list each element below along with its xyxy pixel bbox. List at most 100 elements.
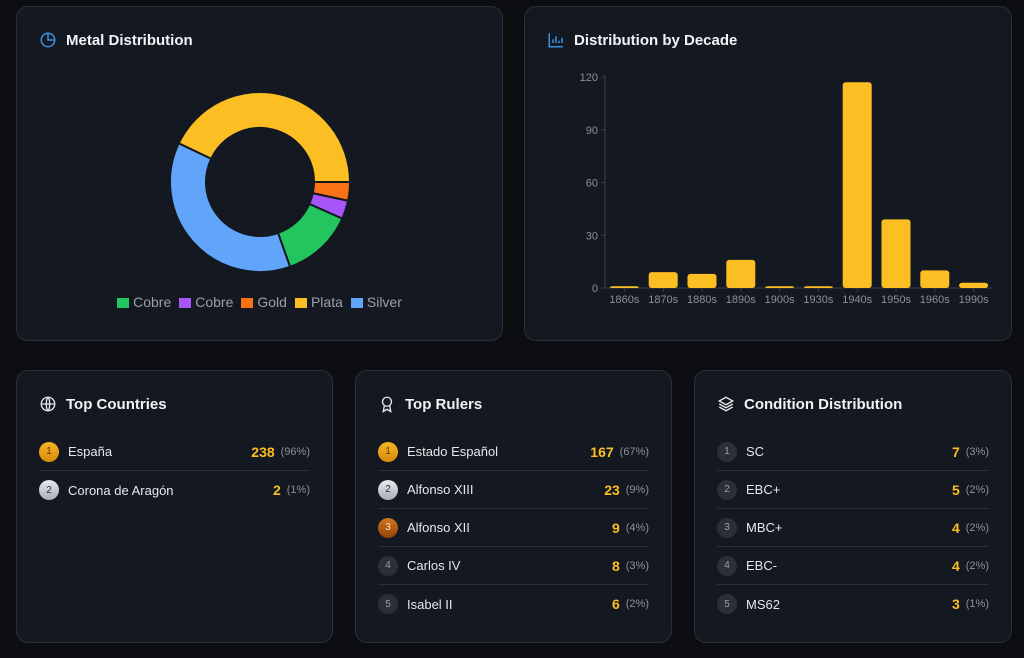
y-tick-label: 30 (586, 230, 598, 242)
bar-1960s[interactable] (920, 270, 950, 288)
item-name: SC (746, 444, 765, 459)
item-percent: (9%) (625, 483, 649, 496)
rank-badge: 1 (378, 441, 398, 462)
item-percent: (67%) (619, 445, 649, 458)
legend-swatch (294, 298, 307, 308)
item-name: Alfonso XIII (407, 482, 474, 497)
bar-1880s[interactable] (687, 273, 717, 288)
y-tick-label: 0 (592, 283, 598, 295)
item-name: EBC- (746, 558, 778, 573)
item-percent: (1%) (286, 484, 310, 496)
item-percent: (2%) (965, 559, 989, 572)
decade-distribution-card: Distribution by Decade 0 30 60 90 120 1860s 18… (524, 6, 1012, 341)
rank-badge: 1 (717, 441, 737, 462)
rank-badge: 2 (717, 479, 737, 500)
x-tick-label: 1950s (881, 294, 911, 306)
legend-swatch (241, 298, 254, 308)
item-percent: (2%) (965, 521, 989, 534)
x-tick-label: 1880s (687, 294, 717, 306)
rank-badge: 5 (717, 594, 737, 614)
card-title: Metal Distribution (66, 31, 193, 49)
y-tick-label: 90 (586, 125, 598, 137)
legend-label: Silver (366, 294, 402, 310)
card-title: Top Rulers (405, 395, 483, 413)
x-tick-label: 1860s (609, 294, 639, 306)
legend-label: Gold (257, 294, 287, 310)
legend-swatch (350, 298, 363, 308)
list-item: 5 Isabel II 6 (2%) (378, 585, 649, 623)
globe-icon (40, 396, 56, 412)
rank-badge: 2 (378, 479, 398, 500)
list-item: 2 Corona de Aragón 2 (1%) (39, 471, 310, 509)
metal-distribution-card: Metal Distribution Cobre Cobre Gold Plata Si… (16, 6, 503, 341)
item-name: MS62 (746, 596, 780, 612)
list-item: 1 España 238 (96%) (39, 433, 310, 471)
list-item: 3 Alfonso XII 9 (4%) (378, 509, 649, 547)
legend-swatch (117, 298, 130, 308)
item-name: MBC+ (746, 520, 783, 535)
item-name: Corona de Aragón (68, 482, 174, 498)
rank-badge: 1 (39, 441, 59, 462)
item-count: 9 (611, 519, 620, 536)
bar-1990s[interactable] (959, 282, 989, 288)
x-tick-label: 1900s (765, 294, 795, 306)
rank-badge: 5 (378, 594, 398, 614)
layers-icon (717, 396, 735, 412)
item-count: 2 (272, 482, 281, 498)
legend-item[interactable]: Gold (241, 294, 287, 310)
item-count: 8 (611, 557, 620, 574)
list-item: 2 EBC+ 5 (2%) (717, 471, 989, 509)
bar-1940s[interactable] (842, 82, 872, 289)
item-name: España (68, 444, 113, 459)
item-count: 6 (611, 596, 620, 612)
item-percent: (96%) (280, 445, 310, 458)
bar-1950s[interactable] (881, 219, 911, 288)
item-count: 4 (951, 519, 960, 536)
item-count: 23 (604, 481, 620, 498)
item-percent: (2%) (965, 483, 989, 496)
condition-distribution-card: Condition Distribution 1 SC 7 (3%) 2 EBC+ 5 (2%… (694, 370, 1012, 643)
item-percent: (4%) (625, 521, 649, 534)
legend-item[interactable]: Plata (294, 294, 343, 310)
legend-item[interactable]: Cobre (179, 294, 233, 310)
donut-slice-silver[interactable] (169, 141, 292, 273)
pie-chart-icon (40, 32, 56, 48)
bar-chart: 0 30 60 90 120 1860s 1870s 1880s 1890s 1900s 1930s… (580, 72, 993, 306)
x-tick-label: 1990s (959, 294, 989, 306)
item-count: 167 (590, 443, 614, 460)
item-percent: (3%) (625, 559, 649, 572)
item-name: Isabel II (407, 596, 453, 612)
legend-item[interactable]: Silver (350, 294, 402, 310)
list-item: 1 Estado Español 167 (67%) (378, 433, 649, 471)
card-title: Distribution by Decade (574, 31, 738, 49)
top-countries-card: Top Countries 1 España 238 (96%) 2 Corona de … (16, 370, 333, 643)
y-tick-label: 120 (580, 72, 598, 84)
item-percent: (1%) (965, 598, 989, 610)
chart-legend: Cobre Cobre Gold Plata Silver (17, 294, 502, 310)
list-item: 5 MS62 3 (1%) (717, 585, 989, 623)
item-name: Estado Español (407, 444, 499, 459)
item-count: 3 (951, 596, 960, 612)
legend-item[interactable]: Cobre (117, 294, 171, 310)
bar-1860s[interactable] (609, 286, 639, 288)
item-count: 7 (951, 443, 960, 460)
rank-badge: 2 (39, 480, 59, 500)
award-icon (381, 396, 393, 413)
rank-badge: 4 (378, 555, 398, 576)
rank-badge: 3 (717, 517, 737, 538)
bar-chart-icon (548, 33, 563, 48)
bar-1890s[interactable] (726, 259, 756, 288)
y-tick-label: 60 (586, 178, 598, 190)
list-item: 3 MBC+ 4 (2%) (717, 509, 989, 547)
list-item: 4 EBC- 4 (2%) (717, 547, 989, 585)
legend-label: Cobre (133, 294, 172, 310)
bar-1930s[interactable] (803, 286, 833, 288)
list-item: 2 Alfonso XIII 23 (9%) (378, 471, 649, 509)
bar-1900s[interactable] (765, 286, 795, 288)
legend-swatch (179, 298, 192, 308)
legend-label: Cobre (195, 294, 234, 310)
x-tick-label: 1940s (842, 294, 872, 306)
bar-1870s[interactable] (648, 272, 678, 288)
x-tick-label: 1930s (803, 294, 833, 306)
donut-slice-plata[interactable] (177, 91, 352, 183)
